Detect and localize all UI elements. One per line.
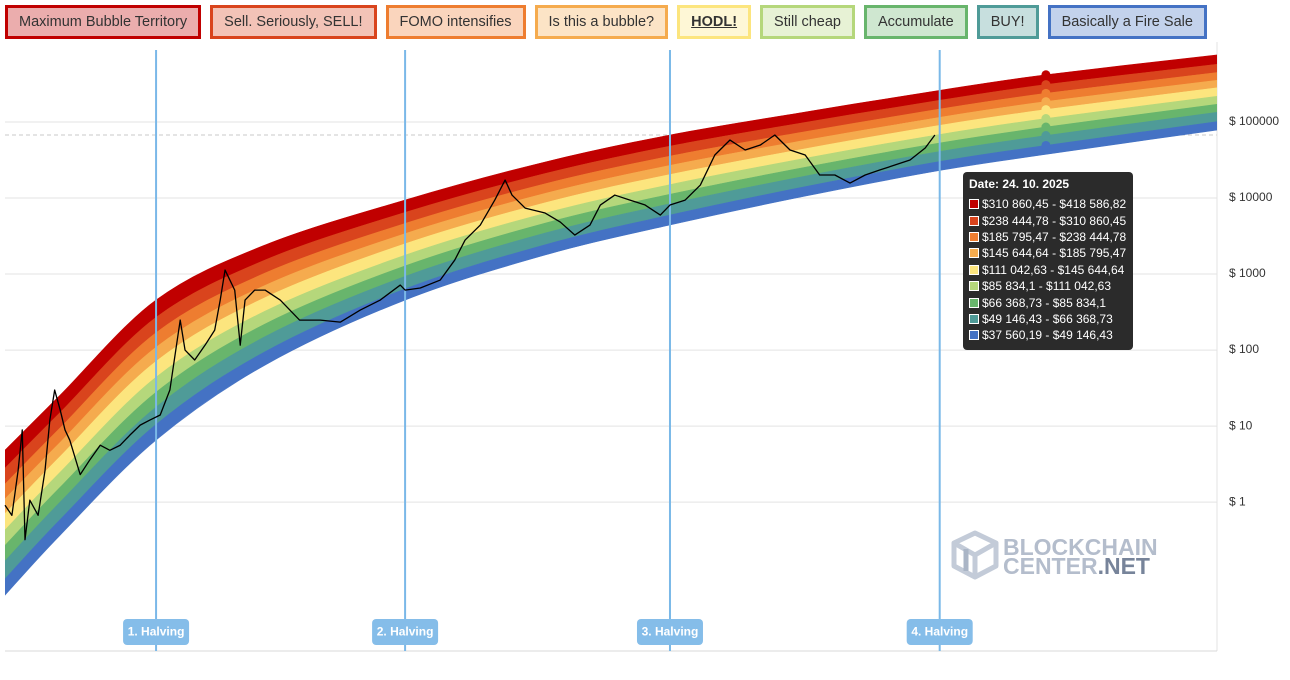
legend-button[interactable]: Sell. Seriously, SELL! xyxy=(210,5,377,39)
tooltip-row: $111 042,63 - $145 644,64 xyxy=(969,262,1127,278)
tooltip-row: $85 834,1 - $111 042,63 xyxy=(969,278,1127,294)
price-line xyxy=(4,134,936,541)
hover-dot xyxy=(1041,114,1051,124)
legend: Maximum Bubble Territory Sell. Seriously,… xyxy=(5,5,1207,39)
halving-badge xyxy=(906,619,973,645)
watermark-line-2: CENTER.NET xyxy=(1003,553,1150,579)
tooltip-range: $111 042,63 - $145 644,64 xyxy=(982,262,1125,277)
legend-button[interactable]: Still cheap xyxy=(760,5,855,39)
hover-dot xyxy=(1041,131,1051,141)
tooltip-range: $37 560,19 - $49 146,43 xyxy=(982,328,1113,343)
hover-dot xyxy=(1041,140,1051,150)
y-tick-label: $ 100000 xyxy=(1229,114,1279,128)
tooltip-swatch xyxy=(969,199,979,210)
tooltip-range: $185 795,47 - $238 444,78 xyxy=(982,229,1127,244)
legend-button[interactable]: Is this a bubble? xyxy=(534,5,669,39)
tooltip-swatch xyxy=(969,264,979,275)
tooltip-title: Date: 24. 10. 2025 xyxy=(969,177,1070,191)
band xyxy=(5,121,1217,596)
tooltip-row: $185 795,47 - $238 444,78 xyxy=(969,229,1127,245)
tooltip-row: $238 444,78 - $310 860,45 xyxy=(969,212,1127,228)
hover-dot xyxy=(1041,80,1051,90)
tooltip-range: $310 860,45 - $418 586,82 xyxy=(982,197,1127,212)
tooltip-range: $145 644,64 - $185 795,47 xyxy=(982,246,1127,261)
hover-dot xyxy=(1041,88,1051,98)
tooltip-rows: $310 860,45 - $418 586,82 $238 444,78 - $… xyxy=(969,196,1127,344)
tooltip-row: $66 368,73 - $85 834,1 xyxy=(969,294,1127,310)
watermark-net: .NET xyxy=(1098,553,1150,579)
halving-badge xyxy=(372,619,439,645)
y-tick-label: $ 10 xyxy=(1229,418,1253,432)
tooltip-swatch xyxy=(969,297,979,308)
watermark-logo xyxy=(951,530,999,580)
tooltip-swatch xyxy=(969,248,979,259)
hover-dot xyxy=(1041,122,1051,132)
halving-label: 2. Halving xyxy=(377,625,434,639)
legend-button[interactable]: BUY! xyxy=(976,5,1039,39)
tooltip: Date: 24. 10. 2025 $310 860,45 - $418 58… xyxy=(963,172,1133,350)
tooltip-range: $49 146,43 - $66 368,73 xyxy=(982,311,1113,326)
y-tick-label: $ 1000 xyxy=(1229,266,1266,280)
tooltip-swatch xyxy=(969,231,979,242)
hover-dot xyxy=(1041,97,1051,107)
tooltip-range: $66 368,73 - $85 834,1 xyxy=(982,295,1107,310)
legend-button[interactable]: Accumulate xyxy=(863,5,968,39)
tooltip-swatch xyxy=(969,330,979,341)
halving-badge xyxy=(123,619,190,645)
tooltip-row: $310 860,45 - $418 586,82 xyxy=(969,196,1127,212)
tooltip-swatch xyxy=(969,313,979,324)
y-tick-label: $ 100 xyxy=(1229,342,1259,356)
y-tick-label: $ 1 xyxy=(1229,494,1246,508)
halving-badge xyxy=(636,619,703,645)
watermark-line-1: BLOCKCHAIN xyxy=(1003,534,1158,560)
tooltip-row: $37 560,19 - $49 146,43 xyxy=(969,327,1127,343)
halving-label: 3. Halving xyxy=(642,625,699,639)
tooltip-row: $49 146,43 - $66 368,73 xyxy=(969,311,1127,327)
y-tick-label: $ 10000 xyxy=(1229,190,1273,204)
legend-button[interactable]: HODL! xyxy=(677,5,752,39)
halving-label: 1. Halving xyxy=(128,625,185,639)
halving-label: 4. Halving xyxy=(911,625,968,639)
legend-button[interactable]: FOMO intensifies xyxy=(385,5,526,39)
tooltip-range: $238 444,78 - $310 860,45 xyxy=(982,213,1127,228)
tooltip-range: $85 834,1 - $111 042,63 xyxy=(982,279,1111,294)
tooltip-swatch xyxy=(969,215,979,226)
legend-button[interactable]: Basically a Fire Sale xyxy=(1047,5,1207,39)
legend-button[interactable]: Maximum Bubble Territory xyxy=(5,5,202,39)
watermark-center: CENTER xyxy=(1003,553,1098,579)
hover-dot xyxy=(1041,70,1051,80)
tooltip-swatch xyxy=(969,281,979,292)
hover-dot xyxy=(1041,105,1051,115)
tooltip-row: $145 644,64 - $185 795,47 xyxy=(969,245,1127,261)
